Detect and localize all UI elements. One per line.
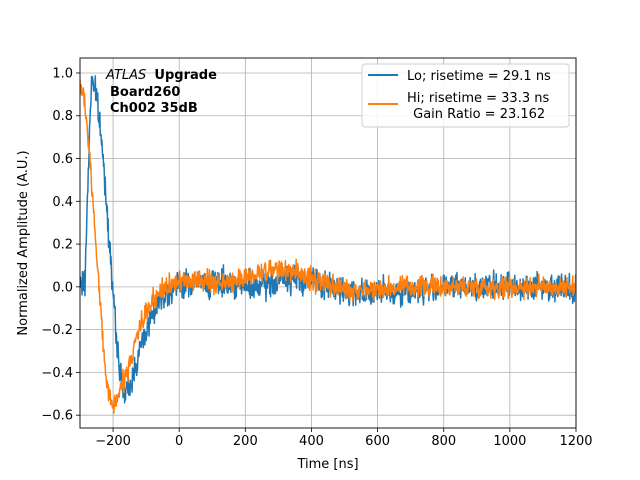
x-tick-label: 600 — [365, 434, 390, 449]
y-tick-label: 0.8 — [52, 109, 73, 124]
svg-text:ATLAS Upgrade: ATLAS Upgrade — [105, 68, 217, 83]
x-tick-label: −200 — [95, 434, 131, 449]
series-line-hi — [80, 79, 576, 414]
y-tick-label: −0.4 — [41, 366, 73, 381]
legend-gain-ratio: Gain Ratio = 23.162 — [409, 107, 545, 122]
y-tick-label: 0.2 — [52, 238, 73, 253]
x-tick-label: 400 — [299, 434, 324, 449]
x-tick-label: 0 — [175, 434, 183, 449]
y-tick-label: 0.0 — [52, 280, 73, 295]
atlas-annotation: ATLAS Upgrade Board260 Ch002 35dB — [105, 68, 217, 116]
x-tick-label: 1000 — [493, 434, 526, 449]
y-tick-label: 0.4 — [52, 195, 73, 210]
plot-frame — [79, 57, 577, 429]
legend-box — [361, 63, 570, 128]
annotation-upgrade: Upgrade — [154, 68, 217, 83]
y-tick-label: −0.2 — [41, 323, 73, 338]
legend-label-hi: Hi; risetime = 33.3 ns — [407, 91, 549, 106]
ticks: −200 0 200 400 600 800 1000 1200 −0.6 −0.4 −0.2 0.0… — [41, 66, 592, 449]
annotation-atlas: ATLAS — [105, 68, 146, 83]
legend-label-lo: Lo; risetime = 29.1 ns — [407, 69, 551, 84]
series-layer — [80, 75, 576, 414]
x-tick-label: 800 — [431, 434, 456, 449]
y-axis-label: Normalized Amplitude (A.U.) — [16, 150, 31, 335]
y-tick-label: 0.6 — [52, 152, 73, 167]
x-tick-label: 200 — [233, 434, 258, 449]
x-tick-label: 1200 — [559, 434, 592, 449]
legend: Lo; risetime = 29.1 ns Hi; risetime = 33… — [361, 63, 570, 128]
annotation-channel: Ch002 35dB — [110, 101, 198, 116]
y-tick-label: −0.6 — [41, 409, 73, 424]
x-axis-label: Time [ns] — [296, 457, 358, 472]
annotation-board: Board260 — [110, 85, 180, 100]
y-tick-label: 1.0 — [52, 66, 73, 81]
